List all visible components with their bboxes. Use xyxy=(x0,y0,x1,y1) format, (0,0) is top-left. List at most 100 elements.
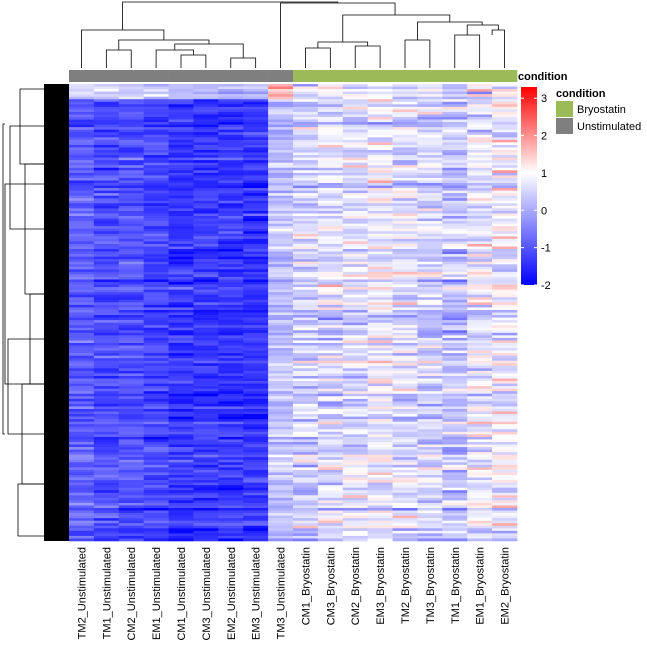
heatmap-cell xyxy=(342,307,368,311)
heatmap-cell xyxy=(93,449,120,453)
heatmap-cell xyxy=(342,292,368,296)
heatmap-cell xyxy=(93,299,120,303)
column-dendrogram-branch xyxy=(491,29,505,68)
heatmap-cell xyxy=(417,342,443,346)
heatmap-cell xyxy=(367,251,393,255)
heatmap-cell xyxy=(268,91,294,95)
heatmap-cell xyxy=(243,345,269,349)
heatmap-cell xyxy=(69,190,95,194)
heatmap-cell xyxy=(93,350,120,354)
heatmap-cell xyxy=(492,287,518,290)
heatmap-cell xyxy=(193,147,219,151)
column-label: EM3_Bryostatin xyxy=(375,547,387,625)
heatmap-cell xyxy=(392,317,418,321)
heatmap-cell xyxy=(118,208,144,212)
heatmap-cell xyxy=(317,294,344,298)
heatmap-cell xyxy=(367,520,393,524)
heatmap-cell xyxy=(118,292,144,296)
heatmap-cell xyxy=(143,233,169,237)
heatmap-cell xyxy=(317,147,344,151)
heatmap-cell xyxy=(218,167,244,171)
heatmap-cell xyxy=(317,150,344,153)
heatmap-cell xyxy=(218,348,244,351)
heatmap-cell xyxy=(118,183,144,186)
heatmap-cell xyxy=(143,320,169,323)
heatmap-cell xyxy=(69,419,95,422)
heatmap-cell xyxy=(93,317,120,321)
heatmap-cell xyxy=(93,231,120,235)
heatmap-cell xyxy=(442,243,468,247)
heatmap-cell xyxy=(168,297,194,301)
heatmap-cell xyxy=(467,535,493,539)
heatmap-cell xyxy=(218,403,244,407)
heatmap-cell xyxy=(417,99,443,103)
heatmap-cell xyxy=(367,505,393,509)
heatmap-cell xyxy=(467,89,493,92)
heatmap-cell xyxy=(392,528,418,532)
heatmap-cell xyxy=(492,487,518,491)
heatmap-cell xyxy=(243,370,269,374)
heatmap-cell xyxy=(293,401,319,405)
heatmap-cell xyxy=(293,317,319,321)
condition-annotation-track xyxy=(69,70,518,82)
heatmap-cell xyxy=(168,302,194,306)
heatmap-cell xyxy=(143,378,169,382)
heatmap-cell xyxy=(392,236,418,240)
heatmap-cell xyxy=(417,254,443,257)
heatmap-cell xyxy=(143,243,169,247)
heatmap-cell xyxy=(118,467,144,471)
heatmap-cell xyxy=(93,485,120,488)
heatmap-cell xyxy=(342,249,368,252)
heatmap-cell xyxy=(492,213,518,217)
heatmap-cell xyxy=(193,282,219,285)
heatmap-cell xyxy=(69,414,95,417)
heatmap-cell xyxy=(268,304,294,308)
heatmap-cell xyxy=(193,198,219,202)
heatmap-cell xyxy=(168,449,194,453)
heatmap-cell xyxy=(268,462,294,466)
heatmap-cell xyxy=(218,91,244,95)
heatmap-cell xyxy=(143,335,169,339)
heatmap-cell xyxy=(467,424,493,428)
heatmap-cell xyxy=(118,528,144,532)
heatmap-cell xyxy=(268,236,294,240)
heatmap-cell xyxy=(218,525,244,529)
heatmap-cell xyxy=(342,391,368,395)
heatmap-cell xyxy=(317,167,344,171)
heatmap-cell xyxy=(143,132,169,136)
heatmap-cell xyxy=(467,350,493,354)
heatmap-cell xyxy=(392,221,418,224)
heatmap-cell xyxy=(193,340,219,344)
heatmap-cell xyxy=(492,401,518,405)
heatmap-cell xyxy=(392,172,418,176)
heatmap-cell xyxy=(69,89,95,92)
heatmap-cell xyxy=(93,368,120,372)
heatmap-cell xyxy=(392,520,418,524)
heatmap-cell xyxy=(293,477,319,481)
heatmap-cell xyxy=(168,350,194,354)
heatmap-cell xyxy=(268,271,294,275)
heatmap-cell xyxy=(69,500,95,504)
heatmap-cell xyxy=(168,383,194,387)
heatmap-cell xyxy=(293,109,319,113)
heatmap-cell xyxy=(218,226,244,230)
heatmap-cell xyxy=(268,419,294,422)
heatmap-cell xyxy=(342,198,368,202)
heatmap-cell xyxy=(118,256,144,260)
heatmap-cell xyxy=(367,393,393,397)
heatmap-cell xyxy=(417,444,443,448)
heatmap-cell xyxy=(367,208,393,212)
heatmap-cell xyxy=(69,185,95,189)
heatmap-cell xyxy=(317,170,344,174)
heatmap-cell xyxy=(268,355,294,359)
heatmap-cell xyxy=(168,216,194,219)
heatmap-cell xyxy=(317,256,344,260)
heatmap-cell xyxy=(442,167,468,171)
heatmap-cell xyxy=(143,99,169,103)
heatmap-cell xyxy=(417,104,443,108)
heatmap-cell xyxy=(367,388,393,392)
annotation-cell-unstimulated xyxy=(143,70,169,82)
heatmap-cell xyxy=(268,205,294,209)
annotation-cell-bryostatin xyxy=(367,70,393,82)
heatmap-cell xyxy=(218,441,244,445)
